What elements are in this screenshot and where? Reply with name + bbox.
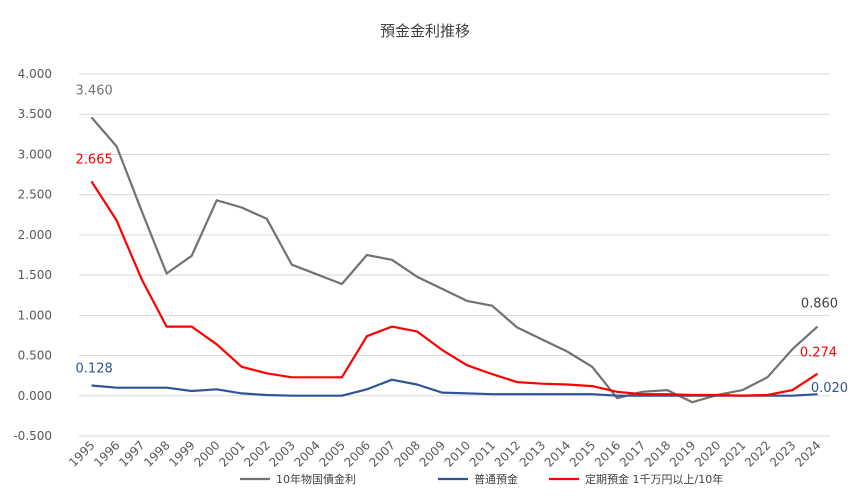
x-tick-label: 2022	[742, 438, 773, 469]
x-tick-label: 2014	[542, 438, 573, 469]
x-tick-label: 2013	[517, 438, 548, 469]
data-label: 3.460	[76, 83, 113, 98]
legend-label: 定期預金 1千万円以上/10年	[585, 472, 723, 486]
x-tick-label: 2020	[692, 438, 723, 469]
x-tick-label: 1996	[91, 438, 122, 469]
legend-item: 10年物国債金利	[240, 472, 356, 486]
x-tick-label: 1995	[66, 438, 97, 469]
y-tick-label: 1.500	[18, 268, 52, 282]
x-tick-label: 2005	[316, 438, 347, 469]
x-tick-label: 1998	[141, 438, 172, 469]
legend-item: 普通預金	[438, 472, 518, 486]
data-label: 0.020	[811, 381, 848, 396]
x-tick-label: 2007	[367, 438, 398, 469]
x-tick-label: 2012	[492, 438, 523, 469]
data-label: 2.665	[76, 152, 113, 167]
legend-label: 10年物国債金利	[276, 472, 356, 486]
x-tick-label: 2015	[567, 438, 598, 469]
legend-item: 定期預金 1千万円以上/10年	[549, 472, 723, 486]
y-tick-label: 2.500	[18, 188, 52, 202]
x-tick-label: 2019	[667, 438, 698, 469]
x-tick-label: 2023	[767, 438, 798, 469]
x-tick-label: 2024	[792, 438, 823, 469]
gridlines	[79, 73, 830, 437]
y-tick-label: 1.000	[18, 308, 52, 322]
x-tick-label: 2004	[291, 438, 322, 469]
data-labels: 3.460 2.665 0.128 0.860 0.274 0.020	[76, 83, 849, 396]
x-tick-label: 2016	[592, 438, 623, 469]
y-tick-label: 0.000	[18, 389, 52, 403]
chart-title: 預金金利推移	[380, 22, 470, 40]
y-tick-label: 0.500	[18, 349, 52, 363]
data-label: 0.128	[76, 361, 113, 376]
legend-label: 普通預金	[474, 472, 518, 486]
x-tick-label: 2009	[417, 438, 448, 469]
x-tick-label: 1997	[116, 438, 147, 469]
data-label: 0.860	[801, 297, 838, 312]
x-tick-label: 1999	[166, 438, 197, 469]
x-tick-label: 2003	[266, 438, 297, 469]
y-tick-label: 2.000	[18, 228, 52, 242]
x-axis-ticks: 1995199619971998199920002001200220032004…	[66, 438, 823, 469]
x-tick-label: 2000	[191, 438, 222, 469]
x-tick-label: 2011	[467, 438, 498, 469]
x-tick-label: 2001	[216, 438, 247, 469]
y-tick-label: 3.000	[18, 147, 52, 161]
series-line-0	[90, 116, 819, 404]
x-tick-label: 2017	[617, 438, 648, 469]
x-tick-label: 2021	[717, 438, 748, 469]
x-tick-label: 2006	[342, 438, 373, 469]
series-line-2	[90, 180, 819, 397]
x-tick-label: 2008	[392, 438, 423, 469]
y-tick-label: 4.000	[18, 67, 52, 81]
x-tick-label: 2018	[642, 438, 673, 469]
legend: 10年物国債金利 普通預金 定期預金 1千万円以上/10年	[240, 472, 723, 486]
x-tick-label: 2010	[442, 438, 473, 469]
y-tick-label: 3.500	[18, 107, 52, 121]
y-axis-ticks: 4.000 3.500 3.000 2.500 2.000 1.500 1.000 0.500…	[13, 67, 52, 443]
y-tick-label: -0.500	[13, 429, 52, 443]
series-lines	[90, 116, 819, 404]
data-label: 0.274	[800, 346, 837, 361]
series-line-1	[91, 378, 818, 397]
x-tick-label: 2002	[241, 438, 272, 469]
